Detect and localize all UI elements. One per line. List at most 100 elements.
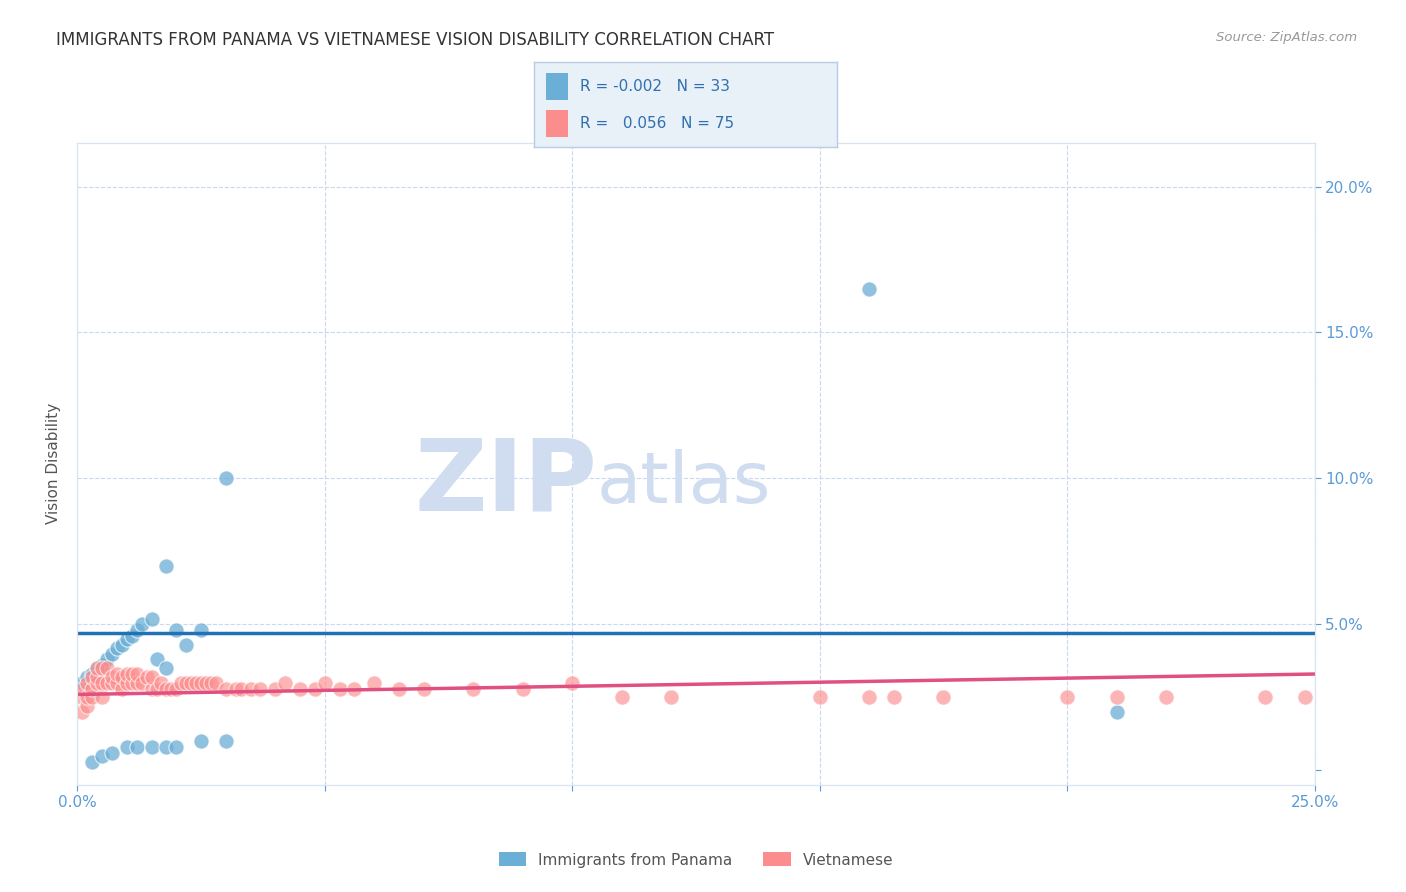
Y-axis label: Vision Disability: Vision Disability [46, 403, 62, 524]
Point [125, 739, 148, 754]
Point [91, 661, 114, 675]
Point [150, 675, 173, 690]
Point [1105, 705, 1128, 719]
Point [249, 681, 271, 696]
Point [125, 667, 148, 681]
Point [512, 681, 534, 696]
Point [72, 681, 94, 696]
Point [96, 661, 118, 675]
Point [463, 681, 485, 696]
Point [111, 681, 134, 696]
Text: IMMIGRANTS FROM PANAMA VS VIETNAMESE VISION DISABILITY CORRELATION CHART: IMMIGRANTS FROM PANAMA VS VIETNAMESE VIS… [56, 31, 775, 49]
Point [86, 675, 108, 690]
Point [174, 675, 197, 690]
Point [155, 559, 177, 574]
Point [141, 611, 163, 625]
Point [200, 675, 222, 690]
Point [125, 624, 148, 638]
Point [561, 675, 583, 690]
Point [174, 638, 197, 652]
Point [72, 690, 94, 705]
Point [274, 675, 297, 690]
Point [141, 670, 163, 684]
Point [155, 681, 177, 696]
Legend: Immigrants from Panama, Vietnamese: Immigrants from Panama, Vietnamese [492, 847, 900, 873]
Point [195, 675, 218, 690]
Point [1294, 690, 1316, 705]
Point [1254, 690, 1277, 705]
Point [131, 617, 153, 632]
Point [115, 667, 138, 681]
Point [145, 652, 167, 666]
Point [82, 690, 104, 705]
Point [141, 681, 163, 696]
Point [215, 471, 238, 485]
Point [215, 734, 238, 748]
Point [86, 661, 108, 675]
Point [184, 675, 207, 690]
Point [115, 632, 138, 646]
Text: ZIP: ZIP [415, 434, 598, 532]
Point [141, 739, 163, 754]
Point [76, 699, 98, 714]
Point [1105, 690, 1128, 705]
Point [101, 746, 124, 760]
Point [72, 675, 94, 690]
Bar [547, 110, 568, 137]
Point [610, 690, 633, 705]
Point [91, 690, 114, 705]
Text: atlas: atlas [598, 449, 772, 517]
Bar [547, 72, 568, 100]
Point [883, 690, 905, 705]
Point [105, 667, 128, 681]
Point [91, 675, 114, 690]
Point [155, 661, 177, 675]
Point [101, 675, 124, 690]
Point [388, 681, 411, 696]
Point [82, 681, 104, 696]
Point [808, 690, 831, 705]
Point [125, 675, 148, 690]
Point [131, 675, 153, 690]
Point [932, 690, 955, 705]
Point [225, 681, 247, 696]
Point [190, 624, 212, 638]
Point [101, 670, 124, 684]
Point [288, 681, 311, 696]
Point [155, 739, 177, 754]
Point [121, 675, 143, 690]
Point [86, 670, 108, 684]
Point [215, 681, 238, 696]
Point [76, 675, 98, 690]
Point [121, 667, 143, 681]
Point [190, 734, 212, 748]
Point [343, 681, 366, 696]
Text: Source: ZipAtlas.com: Source: ZipAtlas.com [1216, 31, 1357, 45]
Point [165, 624, 187, 638]
Point [72, 705, 94, 719]
Point [96, 675, 118, 690]
Point [329, 681, 352, 696]
Point [205, 675, 228, 690]
Point [91, 748, 114, 763]
Point [264, 681, 287, 696]
Point [115, 739, 138, 754]
Point [412, 681, 434, 696]
Point [115, 675, 138, 690]
Point [76, 690, 98, 705]
Point [180, 675, 202, 690]
Point [858, 282, 880, 296]
Point [165, 681, 187, 696]
Point [111, 638, 134, 652]
Point [160, 681, 183, 696]
Point [105, 675, 128, 690]
Point [135, 670, 157, 684]
Point [111, 670, 134, 684]
Text: R = -0.002   N = 33: R = -0.002 N = 33 [579, 78, 730, 94]
Point [659, 690, 682, 705]
Point [304, 681, 326, 696]
Text: R =   0.056   N = 75: R = 0.056 N = 75 [579, 116, 734, 131]
Point [239, 681, 262, 696]
Point [190, 675, 212, 690]
Point [314, 675, 336, 690]
